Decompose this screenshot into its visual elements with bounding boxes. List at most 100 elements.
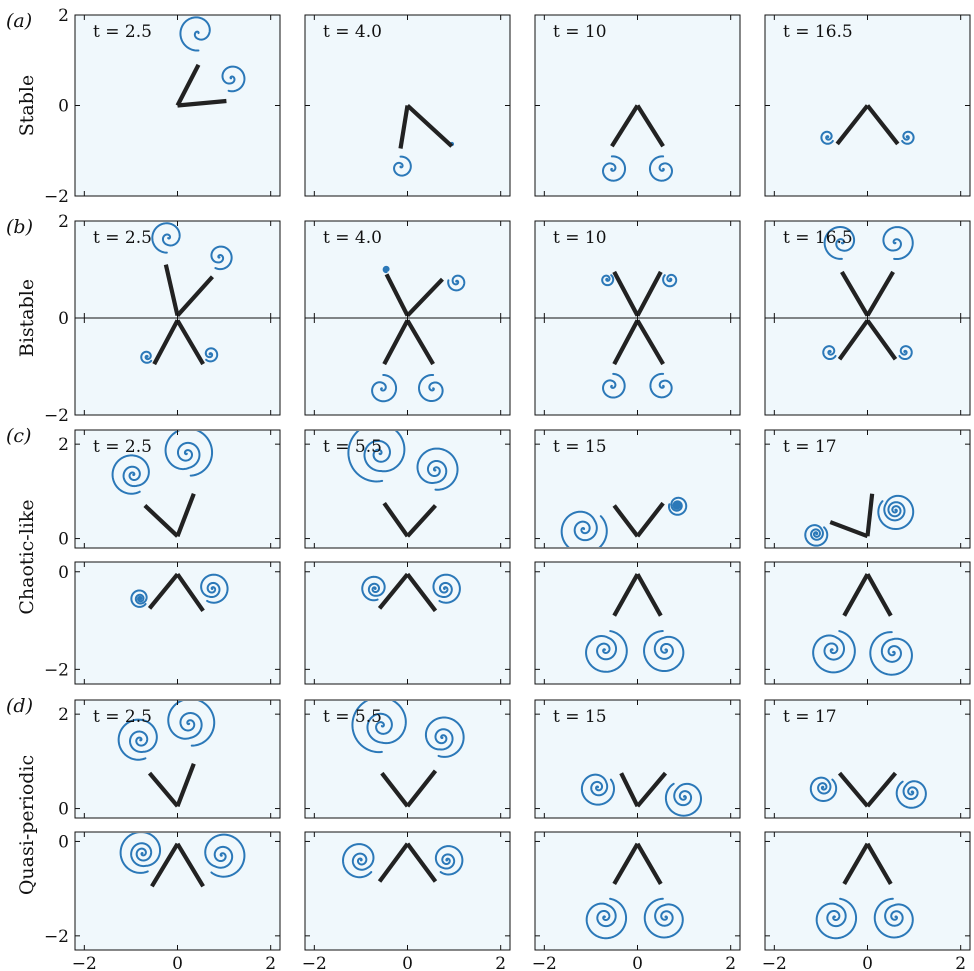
plate <box>175 63 201 107</box>
plate <box>837 771 870 808</box>
plate <box>865 104 900 146</box>
vortex-sheet-spiral <box>667 496 688 516</box>
vortex-sheet-spiral <box>809 776 838 802</box>
plate <box>837 319 870 361</box>
vortex-sheet-spiral <box>221 65 246 93</box>
subplot-frame <box>74 561 281 685</box>
vortex-sheet-spiral <box>869 631 913 676</box>
vortex-sheet-spiral <box>804 524 829 547</box>
plate <box>635 270 663 317</box>
vortex-sheet-spiral <box>580 773 615 806</box>
x-tick-label: 0 <box>632 954 643 971</box>
vortex-sheet-spiral <box>151 222 181 254</box>
time-label: t = 2.5 <box>93 707 152 727</box>
plate <box>147 572 180 610</box>
plate <box>175 492 196 537</box>
y-tick-label: 2 <box>58 705 69 725</box>
vortex-sheet-spiral <box>664 782 703 817</box>
plate <box>835 104 870 146</box>
x-tick-label: 0 <box>862 954 873 971</box>
plate <box>405 769 438 808</box>
vortex-sheet-spiral <box>164 431 214 477</box>
plate <box>612 270 640 317</box>
vortex-sheet-spiral <box>820 130 834 145</box>
plate <box>405 572 438 613</box>
snapshot <box>371 319 444 403</box>
x-tick-label: 2 <box>955 954 966 971</box>
snapshot <box>585 842 684 940</box>
snapshot <box>822 319 913 361</box>
x-tick-label: −2 <box>532 954 557 971</box>
vortex-sheet-spiral <box>418 373 444 403</box>
plate <box>175 319 205 366</box>
y-tick-label: −2 <box>44 660 69 680</box>
vortex-sheet-spiral <box>200 573 229 604</box>
plate <box>147 771 180 808</box>
subplot-frame <box>534 429 741 549</box>
figure-labels: 2 0 −2 t = 2.5 t = 4.0 t = 10 t = 16.5 2 0 t = 2.… <box>6 6 966 971</box>
vortex-sheet-spiral <box>371 373 398 403</box>
snapshot <box>812 573 913 676</box>
snapshot <box>347 431 459 538</box>
plate <box>405 319 435 366</box>
plate <box>175 842 205 888</box>
subplot-frame <box>304 561 511 685</box>
plate <box>380 771 410 808</box>
plate <box>405 504 438 538</box>
time-label: t = 10 <box>553 228 607 248</box>
vortex-sheet-spiral <box>361 575 386 602</box>
plate <box>840 270 870 317</box>
vortex-sheet-spiral <box>179 16 211 52</box>
vortex-sheet-spiral <box>424 716 465 758</box>
vortex-sheet-spiral <box>662 273 678 288</box>
time-label: t = 4.0 <box>323 22 382 42</box>
snapshot <box>601 270 678 317</box>
vortex-sheet-spiral <box>447 274 466 292</box>
time-label: t = 5.5 <box>323 707 382 727</box>
time-label: t = 17 <box>783 437 837 457</box>
snapshot <box>602 104 673 182</box>
time-label: t = 16.5 <box>783 228 853 248</box>
vortex-sheet-spiral <box>204 833 246 878</box>
vortex-sheet-spiral <box>585 630 628 673</box>
vortex-sheet-spiral <box>351 701 407 754</box>
plate <box>175 762 196 807</box>
time-label: t = 15 <box>553 437 607 457</box>
plate <box>382 319 410 366</box>
subplot-frame <box>534 317 741 416</box>
subplot-frame <box>534 831 741 951</box>
snapshot <box>140 319 219 366</box>
y-tick-label: 0 <box>58 530 69 550</box>
plate <box>635 319 665 366</box>
y-tick-label: 0 <box>58 309 69 329</box>
snapshot <box>117 701 216 808</box>
subplot-frame <box>534 561 741 685</box>
snapshot <box>585 573 685 673</box>
snapshot <box>130 572 229 613</box>
plate <box>635 771 668 808</box>
vortex-sheet-spiral <box>873 897 914 939</box>
snapshot <box>361 572 461 613</box>
x-tick-label: 0 <box>172 954 183 971</box>
vortex-sheet-spiral <box>648 155 673 182</box>
vortex-sheet-spiral <box>210 245 233 271</box>
snapshot <box>602 319 673 399</box>
panel-label: (b) <box>6 216 33 238</box>
y-tick-label: 2 <box>58 6 69 26</box>
plate <box>612 573 640 617</box>
subplot-frame <box>764 699 971 819</box>
regime-label: Stable <box>16 75 38 136</box>
x-tick-label: 2 <box>725 954 736 971</box>
x-tick-label: 2 <box>495 954 506 971</box>
plate <box>865 842 893 885</box>
regime-label: Bistable <box>16 279 38 357</box>
subplot-frame <box>74 831 281 951</box>
plate <box>150 842 180 888</box>
subplot-frame <box>304 317 511 416</box>
snapshot <box>175 16 246 108</box>
time-label: t = 16.5 <box>783 22 853 42</box>
vortex-sheet-spiral <box>815 897 858 940</box>
plate <box>612 842 640 885</box>
vortex-sheet-spiral <box>432 573 461 604</box>
